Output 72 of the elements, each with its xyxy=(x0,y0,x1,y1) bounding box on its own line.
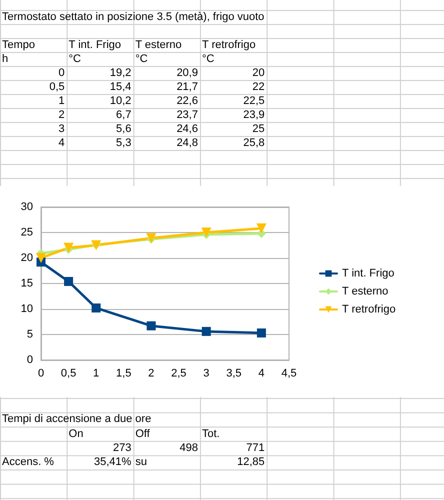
text: 1 xyxy=(58,94,66,108)
text: 22 xyxy=(251,80,266,94)
text: 12,85 xyxy=(236,455,266,470)
text: 273 xyxy=(112,440,132,456)
text: Tempi di accensione a due ore xyxy=(1,412,152,427)
point xyxy=(256,223,266,234)
x-tick-label: 3 xyxy=(203,368,210,380)
text: h xyxy=(1,52,10,66)
y-tick-label: 5 xyxy=(26,328,33,340)
x-tick-label: 1,5 xyxy=(116,368,132,380)
text: 22,6 xyxy=(176,94,199,108)
point xyxy=(202,326,211,336)
y-tick-label: 0 xyxy=(26,354,33,366)
point xyxy=(64,276,74,286)
legend-label: T int. Frigo xyxy=(342,268,394,280)
text: °C xyxy=(68,52,82,66)
text: 5,3 xyxy=(115,136,132,150)
x-tick-label: 3,5 xyxy=(226,368,242,380)
point xyxy=(256,328,266,338)
text: 20,9 xyxy=(176,66,199,80)
text: 6,7 xyxy=(115,108,132,122)
text: T int. Frigo xyxy=(68,39,122,51)
x-tick-label: 1 xyxy=(93,368,100,380)
text: 771 xyxy=(245,440,266,456)
y-tick-label: 30 xyxy=(20,201,33,213)
text: T retrofrigo xyxy=(202,39,256,51)
legend-label: T esterno xyxy=(342,286,388,298)
text: 23,7 xyxy=(176,108,199,122)
text: su xyxy=(134,455,148,470)
text: 35,41% xyxy=(93,455,132,470)
text: T esterno xyxy=(135,39,182,51)
x-tick-label: 2,5 xyxy=(171,368,186,380)
legend-label: T retrofrigo xyxy=(342,304,396,316)
text: 24,6 xyxy=(176,122,199,136)
chart-title: Termostato settato in posizione 3.5 (metà), frigo vuoto xyxy=(1,10,266,24)
text: Tempo xyxy=(1,38,36,52)
text: Accens. % xyxy=(1,455,55,470)
point xyxy=(146,321,156,330)
text: Off xyxy=(134,426,151,441)
point xyxy=(201,228,212,238)
text: 23,9 xyxy=(242,108,266,122)
point xyxy=(92,303,101,312)
x-tick-label: 4 xyxy=(258,368,265,380)
text: On xyxy=(68,426,84,441)
x-tick-label: 2 xyxy=(148,368,154,380)
text: 10,2 xyxy=(108,94,132,108)
x-tick-label: 0 xyxy=(38,368,44,380)
y-tick-label: 10 xyxy=(20,303,33,315)
text: 3 xyxy=(58,122,66,136)
text: 25 xyxy=(251,122,266,136)
text: 21,7 xyxy=(176,80,199,94)
text: 0,5 xyxy=(48,80,66,94)
text: 15,4 xyxy=(108,80,132,94)
text: 4 xyxy=(58,136,66,150)
text: 20 xyxy=(251,66,266,80)
text: 24,8 xyxy=(176,136,199,150)
text: 19,2 xyxy=(108,66,132,80)
y-tick-label: 25 xyxy=(20,226,33,238)
text: 2 xyxy=(58,108,66,122)
text: Tot. xyxy=(201,426,221,441)
text: 5,6 xyxy=(115,122,132,136)
text: °C xyxy=(201,52,216,66)
x-tick-label: 4,5 xyxy=(281,368,297,380)
y-tick-label: 20 xyxy=(20,252,33,264)
text: 498 xyxy=(178,440,199,456)
text: 22,5 xyxy=(242,94,266,108)
x-tick-label: 0,5 xyxy=(60,368,76,380)
text: 25,8 xyxy=(242,136,266,150)
text: 0 xyxy=(58,66,66,80)
point xyxy=(36,253,46,263)
text: °C xyxy=(134,52,149,66)
y-tick-label: 15 xyxy=(20,278,33,290)
